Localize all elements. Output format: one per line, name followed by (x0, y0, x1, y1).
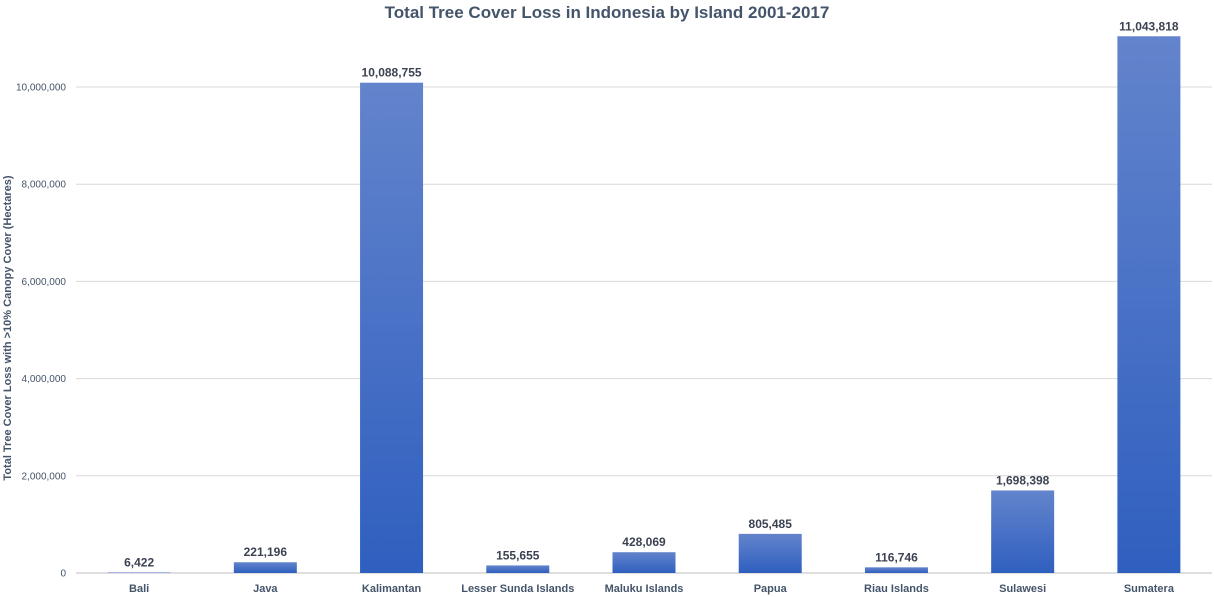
x-category-label: Lesser Sunda Islands (461, 583, 574, 595)
data-label: 116,746 (875, 550, 918, 564)
y-tick-label: 8,000,000 (22, 180, 67, 191)
x-category-label: Sulawesi (999, 583, 1046, 595)
y-tick-label: 0 (60, 569, 66, 580)
y-tick-label: 2,000,000 (22, 471, 67, 482)
y-tick-label: 6,000,000 (22, 277, 67, 288)
chart-title: Total Tree Cover Loss in Indonesia by Is… (385, 3, 830, 22)
x-axis-categories: Bali Java Kalimantan Lesser Sunda Islands Ma… (129, 583, 1175, 595)
y-axis-title: Total Tree Cover Loss with >10% Canopy C… (2, 175, 14, 480)
bars (107, 36, 1181, 573)
data-label: 155,655 (496, 548, 540, 562)
data-label: 10,088,755 (362, 66, 422, 80)
data-label: 6,422 (124, 556, 154, 570)
bar-papua (738, 533, 802, 573)
bar-sumatera (1117, 36, 1181, 573)
x-category-label: Riau Islands (864, 583, 929, 595)
bar-kalimantan (360, 82, 424, 573)
x-category-label: Maluku Islands (605, 583, 684, 595)
bar-lesser-sunda-islands (486, 565, 550, 573)
y-tick-label: 10,000,000 (16, 83, 66, 94)
x-category-label: Papua (754, 583, 788, 595)
data-label: 221,196 (244, 545, 288, 559)
x-category-label: Java (253, 583, 278, 595)
data-label: 805,485 (749, 517, 793, 531)
bar-java (233, 562, 297, 573)
bar-riau-islands (864, 567, 928, 573)
bar-sulawesi (991, 490, 1055, 573)
x-category-label: Bali (129, 583, 149, 595)
bar-maluku-islands (612, 552, 676, 573)
x-category-label: Kalimantan (362, 583, 422, 595)
x-category-label: Sumatera (1124, 583, 1175, 595)
data-labels: 6,422 221,196 10,088,755 155,655 428,069 805,… (124, 19, 1179, 569)
data-label: 11,043,818 (1119, 19, 1179, 33)
data-label: 428,069 (622, 535, 666, 549)
data-label: 1,698,398 (996, 473, 1050, 487)
y-axis-ticks: 0 2,000,000 4,000,000 6,000,000 8,000,000 10,… (16, 83, 67, 580)
bar-bali (107, 572, 171, 573)
y-tick-label: 4,000,000 (22, 374, 67, 385)
